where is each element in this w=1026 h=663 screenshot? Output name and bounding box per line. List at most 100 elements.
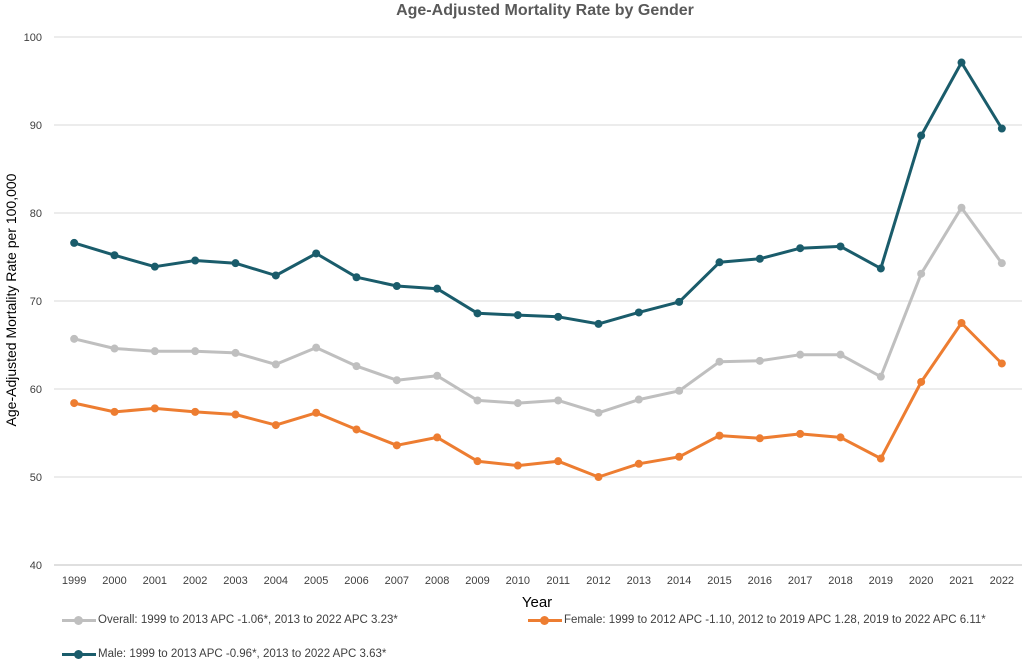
data-point-female <box>513 461 522 470</box>
data-point-overall <box>594 408 603 417</box>
x-tick-label: 2007 <box>385 575 409 587</box>
y-tick-label: 70 <box>30 296 42 308</box>
data-point-female <box>917 377 926 386</box>
x-tick-label: 2008 <box>425 575 449 587</box>
data-point-overall <box>70 334 79 343</box>
data-point-male <box>957 58 966 67</box>
data-point-male <box>715 258 724 267</box>
x-tick-label: 2001 <box>143 575 167 587</box>
data-point-female <box>70 399 79 408</box>
x-tick-label: 2002 <box>183 575 207 587</box>
data-point-male <box>392 282 401 291</box>
x-tick-label: 2020 <box>909 575 933 587</box>
x-tick-label: 2003 <box>223 575 247 587</box>
gridlines <box>54 36 1022 566</box>
data-point-overall <box>554 396 563 405</box>
data-point-overall <box>473 396 482 405</box>
data-point-female <box>715 431 724 440</box>
y-tick-label: 90 <box>30 120 42 132</box>
x-tick-label: 2010 <box>506 575 530 587</box>
data-point-male <box>312 249 321 258</box>
x-tick-label: 2016 <box>748 575 772 587</box>
x-tick-label: 1999 <box>62 575 86 587</box>
series-line-overall <box>72 206 1004 415</box>
data-point-female <box>634 459 643 468</box>
y-tick-label: 100 <box>24 32 42 44</box>
data-point-male <box>231 259 240 268</box>
data-point-female <box>392 441 401 450</box>
data-point-overall <box>957 203 966 212</box>
chart-title: Age-Adjusted Mortality Rate by Gender <box>396 2 694 19</box>
data-point-male <box>634 308 643 317</box>
data-point-male <box>997 124 1006 133</box>
series-female <box>70 319 1006 481</box>
data-point-male <box>191 256 200 265</box>
data-point-overall <box>634 395 643 404</box>
data-point-female <box>433 433 442 442</box>
x-tick-label: 2012 <box>586 575 610 587</box>
data-point-female <box>796 429 805 438</box>
legend-item-male: Male: 1999 to 2013 APC -0.96*, 2013 to 2… <box>62 648 386 660</box>
y-tick-label: 40 <box>30 560 42 572</box>
data-point-overall <box>352 362 361 371</box>
data-point-overall <box>997 259 1006 268</box>
y-axis-ticks: 40 50 60 70 80 90 100 <box>24 32 42 572</box>
data-point-overall <box>110 344 119 353</box>
legend-swatch-female <box>528 615 562 625</box>
data-point-female <box>957 319 966 327</box>
x-tick-label: 2005 <box>304 575 328 587</box>
data-point-female <box>836 433 845 442</box>
x-tick-label: 2021 <box>949 575 973 587</box>
data-point-male <box>836 242 845 251</box>
data-point-overall <box>271 360 280 369</box>
data-point-male <box>675 297 684 306</box>
x-tick-label: 2018 <box>828 575 852 587</box>
x-tick-label: 2017 <box>788 575 812 587</box>
data-point-overall <box>917 269 926 278</box>
y-tick-label: 60 <box>30 384 42 396</box>
data-point-female <box>271 421 280 430</box>
data-point-female <box>231 410 240 419</box>
data-point-overall <box>715 357 724 366</box>
data-point-male <box>513 311 522 320</box>
data-point-overall <box>876 372 885 381</box>
data-point-overall <box>392 376 401 385</box>
legend-item-overall: Overall: 1999 to 2013 APC -1.06*, 2013 t… <box>62 614 398 626</box>
x-tick-label: 2009 <box>465 575 489 587</box>
data-point-overall <box>755 356 764 365</box>
data-point-male <box>70 238 79 247</box>
x-tick-label: 2015 <box>707 575 731 587</box>
x-axis-ticks: 1999 2000 2001 2002 2003 2004 2005 2006 2007 2008… <box>62 575 1014 587</box>
data-point-overall <box>513 399 522 408</box>
legend-item-female: Female: 1999 to 2012 APC -1.10, 2012 to … <box>528 614 986 626</box>
x-tick-label: 2022 <box>990 575 1014 587</box>
series-line-female <box>72 321 1004 479</box>
x-tick-label: 2011 <box>546 575 570 587</box>
data-point-male <box>433 284 442 293</box>
data-point-male <box>796 244 805 253</box>
x-tick-label: 2014 <box>667 575 691 587</box>
data-point-female <box>675 452 684 461</box>
data-point-overall <box>433 371 442 380</box>
data-point-female <box>352 425 361 434</box>
data-point-female <box>755 434 764 443</box>
data-point-female <box>997 359 1006 368</box>
data-point-overall <box>191 347 200 356</box>
data-point-male <box>876 264 885 273</box>
y-axis-label: Age-Adjusted Mortality Rate per 100,000 <box>3 173 19 426</box>
data-point-female <box>150 404 159 413</box>
series-male <box>70 58 1006 328</box>
data-point-male <box>110 251 119 260</box>
y-tick-label: 50 <box>30 472 42 484</box>
data-point-male <box>755 254 764 263</box>
data-point-female <box>473 457 482 466</box>
data-point-female <box>594 473 603 481</box>
series-line-male <box>72 61 1004 326</box>
data-point-male <box>917 131 926 140</box>
data-point-male <box>352 273 361 282</box>
x-tick-label: 2019 <box>869 575 893 587</box>
data-point-overall <box>312 343 321 352</box>
legend-swatch-male <box>62 649 96 659</box>
series-overall <box>70 203 1006 417</box>
